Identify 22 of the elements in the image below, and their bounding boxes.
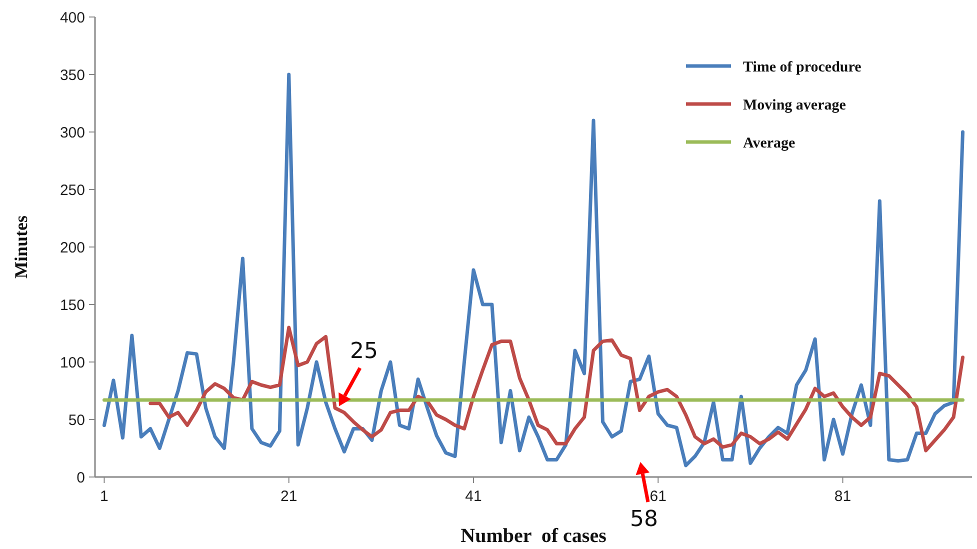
x-axis-title: Number of cases xyxy=(460,525,607,547)
y-tick-label: 200 xyxy=(60,239,85,256)
x-tick-label: 1 xyxy=(100,488,108,505)
line-series xyxy=(148,326,965,452)
legend-label: Average xyxy=(743,135,796,152)
x-tick-label: 61 xyxy=(650,488,666,505)
text: 58 xyxy=(630,507,658,532)
y-tick-label: 400 xyxy=(60,9,85,26)
legend-label: Moving average xyxy=(743,97,846,114)
y-axis-title: Minutes xyxy=(11,216,31,278)
x-tick-label: 81 xyxy=(834,488,852,505)
y-tick-label: 50 xyxy=(68,412,85,429)
legend-label: Time of procedure xyxy=(743,59,862,76)
y-tick-label: 350 xyxy=(60,66,85,84)
y-tick-label: 100 xyxy=(60,354,85,372)
y-tick-label: 250 xyxy=(60,182,85,199)
annotation: 25 xyxy=(350,339,378,364)
y-tick-label: 0 xyxy=(76,469,85,486)
y-tick-label: 300 xyxy=(60,124,85,142)
x-tick-label: 41 xyxy=(465,488,482,505)
x-tick-label: 21 xyxy=(280,488,298,505)
y-tick-label: 150 xyxy=(60,296,85,314)
